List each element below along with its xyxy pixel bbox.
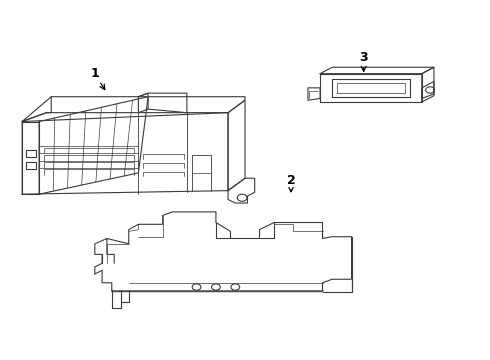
Text: 2: 2 bbox=[287, 174, 295, 192]
Text: 3: 3 bbox=[359, 51, 368, 71]
Text: 1: 1 bbox=[91, 67, 105, 90]
